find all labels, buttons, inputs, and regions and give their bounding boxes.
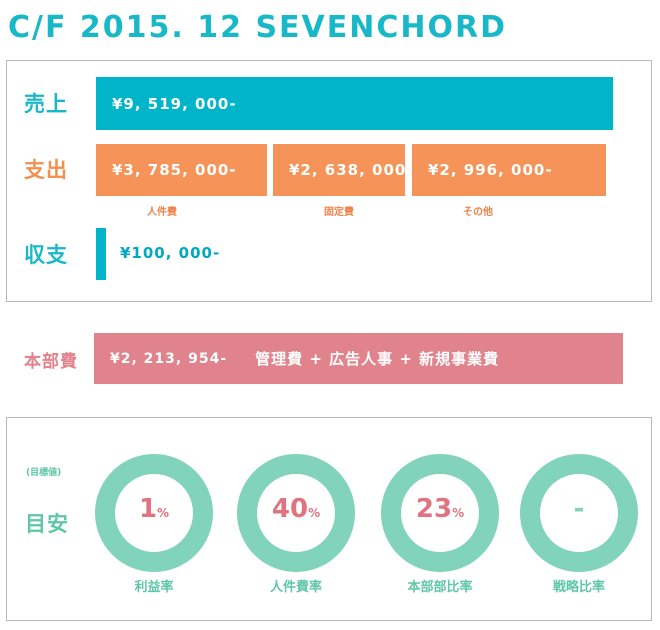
donut-ring: [95, 454, 213, 572]
donut-strategy: [520, 454, 638, 572]
hq-formula: 管理費 + 広告人事 + 新規事業費: [255, 350, 500, 368]
donut-name-strategy: 戦略比率: [552, 580, 605, 595]
value-number: -: [573, 494, 585, 524]
donut-value-hq: 23%: [390, 494, 490, 524]
revenue-bar: ¥9, 519, 000-: [96, 77, 613, 130]
expense-bar-personnel: ¥3, 785, 000-: [96, 144, 267, 196]
hq-bar: ¥2, 213, 954- 管理費 + 広告人事 + 新規事業費: [94, 333, 623, 384]
hq-amount: ¥2, 213, 954-: [110, 350, 228, 367]
donut-ring: [381, 454, 499, 572]
expense-sublabel-fixed: 固定費: [324, 207, 354, 218]
expense-sublabel-personnel: 人件費: [147, 207, 177, 218]
value-unit: %: [308, 506, 321, 520]
balance-label: 収支: [24, 243, 68, 267]
donut-ring: [520, 454, 638, 572]
revenue-label: 売上: [24, 92, 68, 116]
expense-bar-other: ¥2, 996, 000-: [412, 144, 606, 196]
value-unit: %: [452, 506, 465, 520]
expense-sublabel-other: その他: [463, 207, 493, 218]
donut-value-profit: 1%: [104, 494, 204, 524]
value-number: 40: [271, 494, 309, 524]
targets-label: 目安: [25, 512, 69, 536]
donut-name-hq: 本部部比率: [407, 580, 473, 595]
value-number: 23: [415, 494, 453, 524]
value-number: 1: [138, 494, 158, 524]
balance-amount: ¥100, 000-: [120, 244, 221, 262]
donut-name-profit: 利益率: [134, 580, 174, 595]
donut-ring: [237, 454, 355, 572]
donut-value-strategy: -: [529, 494, 629, 524]
targets-note: (目標値): [26, 468, 62, 478]
expense-bar-fixed: ¥2, 638, 000-: [273, 144, 413, 196]
value-unit: %: [157, 506, 170, 520]
donut-hq: [381, 454, 499, 572]
hq-label: 本部費: [24, 352, 78, 372]
expense-label: 支出: [24, 158, 68, 182]
page-title: C/F 2015. 12 SEVENCHORD: [8, 10, 507, 45]
donut-personnel: [237, 454, 355, 572]
donut-name-personnel: 人件費率: [269, 580, 322, 595]
balance-bar: [96, 228, 106, 280]
donut-profit: [95, 454, 213, 572]
donut-value-personnel: 40%: [246, 494, 346, 524]
